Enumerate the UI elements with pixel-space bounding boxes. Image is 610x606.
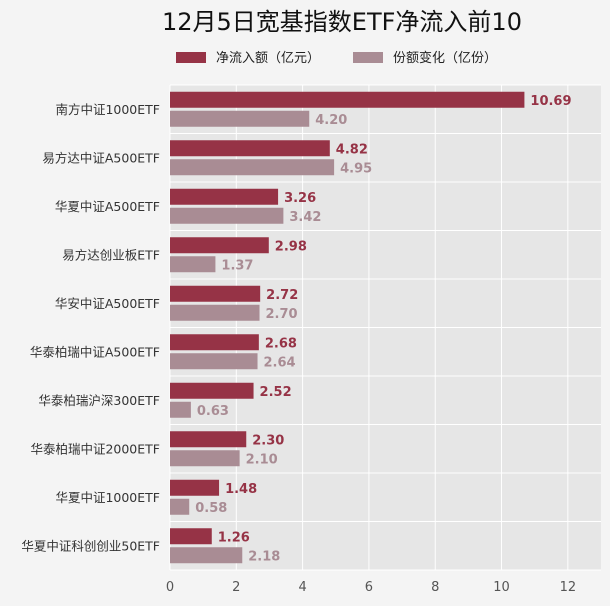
bar-net-inflow — [170, 479, 220, 496]
value-label-share-change: 4.20 — [315, 113, 347, 128]
category-labels: 南方中证1000ETF 易方达中证A500ETF 华夏中证A500ETF 易方达创业板… — [21, 102, 160, 554]
category-label: 华夏中证A500ETF — [55, 199, 160, 214]
legend: 净流入额（亿元） 份额变化（亿份） — [176, 50, 497, 66]
value-label-net-inflow: 2.52 — [260, 385, 292, 400]
bar-share-change — [170, 207, 284, 224]
value-label-share-change: 1.37 — [221, 258, 253, 273]
legend-swatch — [176, 52, 206, 63]
value-label-share-change: 0.63 — [197, 404, 229, 419]
category-label: 华夏中证科创创业50ETF — [21, 538, 160, 553]
category-label: 易方达创业板ETF — [62, 247, 160, 262]
x-tick-label: 6 — [365, 580, 373, 595]
bar-net-inflow — [170, 188, 279, 205]
bar-share-change — [170, 110, 310, 127]
bars: 10.69 4.20 4.82 4.95 3.26 3.42 2.98 1.37 2.72 2.7… — [170, 91, 572, 564]
value-label-net-inflow: 10.69 — [530, 94, 571, 109]
bar-net-inflow — [170, 431, 247, 448]
value-label-net-inflow: 2.98 — [275, 239, 307, 254]
bar-net-inflow — [170, 237, 269, 254]
bar-net-inflow — [170, 334, 259, 351]
bar-share-change — [170, 304, 260, 321]
bar-net-inflow — [170, 140, 330, 157]
category-label: 易方达中证A500ETF — [42, 150, 160, 165]
value-label-share-change: 3.42 — [289, 210, 321, 225]
bar-net-inflow — [170, 285, 261, 302]
value-label-share-change: 2.70 — [266, 307, 298, 322]
category-label: 华泰柏瑞中证A500ETF — [30, 344, 160, 359]
category-label: 华安中证A500ETF — [55, 296, 160, 311]
value-label-net-inflow: 3.26 — [284, 191, 316, 206]
value-label-share-change: 2.64 — [264, 355, 296, 370]
legend-swatch — [353, 52, 383, 63]
x-tick-label: 10 — [493, 580, 510, 595]
value-label-net-inflow: 4.82 — [336, 142, 368, 157]
value-label-net-inflow: 1.48 — [225, 482, 257, 497]
x-axis: 0 2 4 6 8 10 12 — [166, 580, 576, 595]
bar-net-inflow — [170, 91, 525, 108]
x-tick-label: 4 — [298, 580, 306, 595]
bar-net-inflow — [170, 528, 212, 545]
legend-label: 份额变化（亿份） — [393, 50, 497, 66]
bar-share-change — [170, 401, 191, 418]
value-label-share-change: 2.18 — [248, 549, 280, 564]
x-tick-label: 12 — [560, 580, 577, 595]
bar-net-inflow — [170, 382, 254, 399]
category-label: 南方中证1000ETF — [55, 102, 160, 117]
value-label-share-change: 0.58 — [195, 501, 227, 516]
x-tick-label: 0 — [166, 580, 174, 595]
bar-share-change — [170, 498, 190, 515]
x-tick-label: 8 — [431, 580, 439, 595]
legend-label: 净流入额（亿元） — [216, 51, 320, 66]
value-label-net-inflow: 2.68 — [265, 336, 297, 351]
bar-share-change — [170, 256, 216, 273]
value-label-net-inflow: 1.26 — [218, 530, 250, 545]
x-tick-label: 2 — [232, 580, 240, 595]
category-label: 华泰柏瑞中证2000ETF — [30, 441, 160, 456]
value-label-net-inflow: 2.30 — [252, 433, 284, 448]
value-label-share-change: 2.10 — [246, 452, 278, 467]
value-label-share-change: 4.95 — [340, 161, 372, 176]
bar-share-change — [170, 450, 240, 467]
category-label: 华泰柏瑞沪深300ETF — [38, 393, 160, 408]
bar-share-change — [170, 353, 258, 370]
bar-share-change — [170, 547, 243, 564]
category-label: 华夏中证1000ETF — [55, 490, 160, 505]
bar-share-change — [170, 159, 335, 176]
value-label-net-inflow: 2.72 — [266, 288, 298, 303]
chart-title: 12月5日宽基指数ETF净流入前10 — [162, 8, 522, 36]
